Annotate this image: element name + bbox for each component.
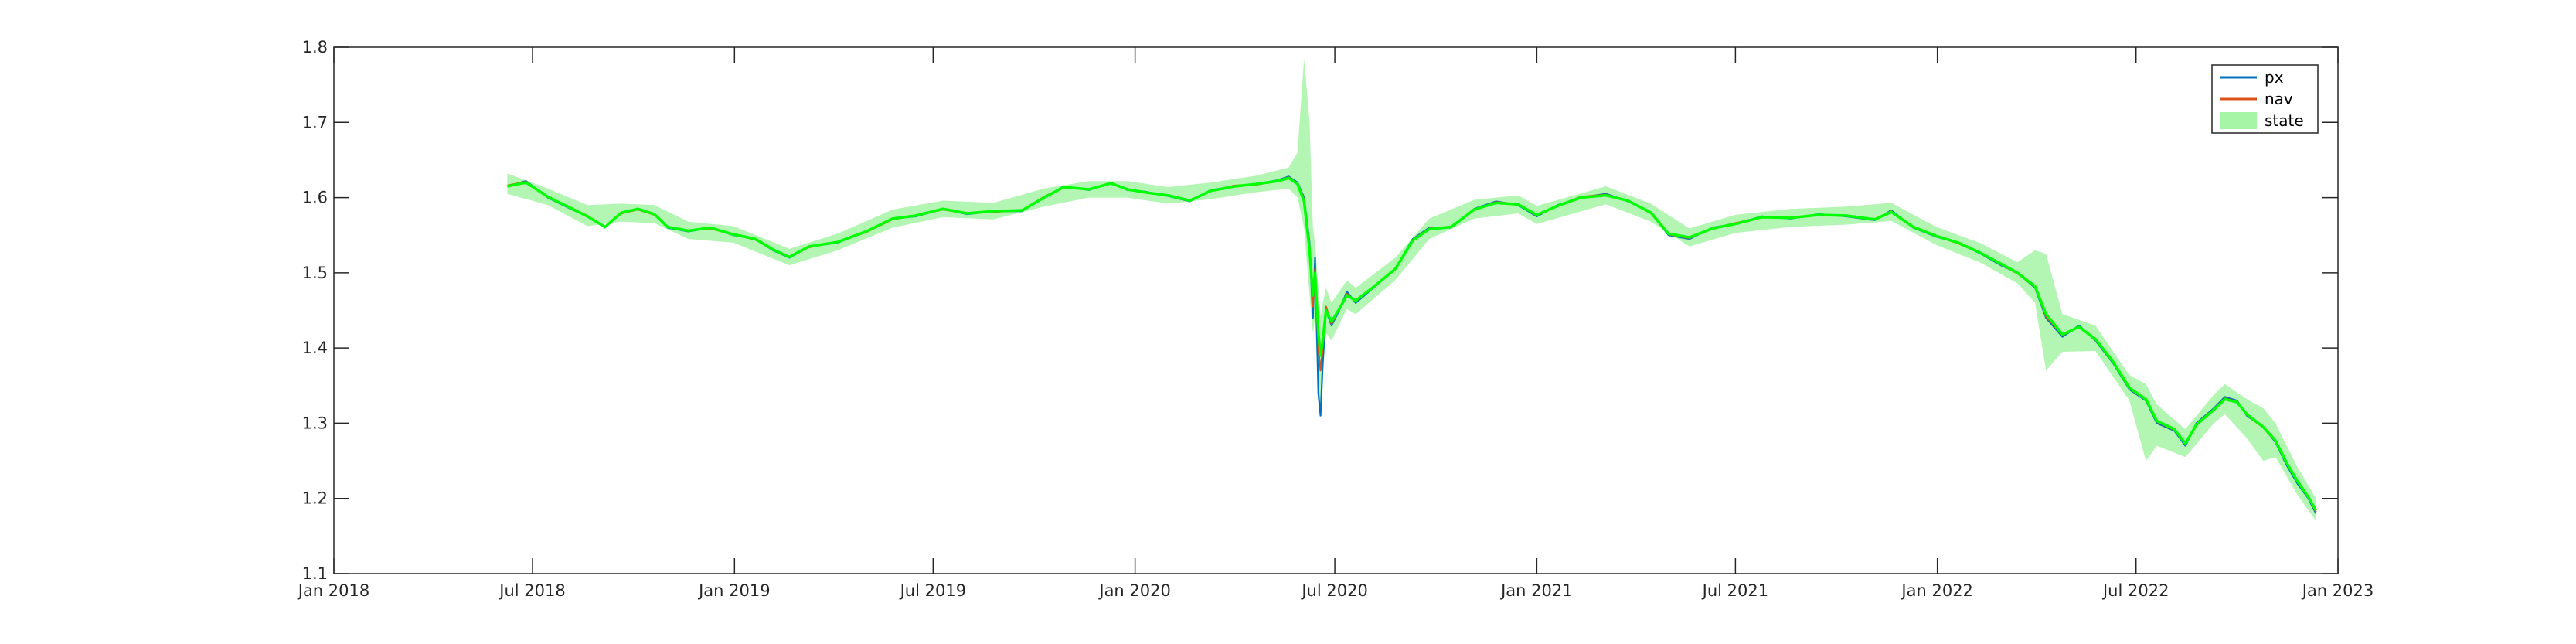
x-tick-label: Jan 2023 [2301, 581, 2374, 600]
x-tick-label: Jul 2021 [1701, 581, 1768, 600]
y-tick-label: 1.5 [302, 264, 328, 282]
y-tick-label: 1.1 [302, 564, 328, 583]
legend-swatch-state [2220, 112, 2257, 129]
x-tick-label: Jan 2018 [297, 581, 370, 600]
series-layer [507, 175, 2318, 514]
axes-frame [333, 46, 2339, 574]
x-tick-label: Jan 2019 [697, 581, 771, 600]
y-tick-label: 1.4 [302, 339, 328, 357]
x-tick-label: Jan 2020 [1097, 581, 1171, 600]
x-tick-label: Jul 2020 [1300, 581, 1367, 600]
y-tick-label: 1.3 [302, 414, 328, 432]
y-tick-label: 1.8 [302, 38, 328, 56]
x-tick-label: Jan 2022 [1900, 581, 1973, 600]
legend-label-state: state [2265, 111, 2304, 130]
legend-label-nav: nav [2265, 90, 2293, 108]
y-tick-label: 1.7 [302, 113, 328, 131]
y-tick-label: 1.6 [302, 189, 328, 207]
x-axis: Jan 2018 Jul 2018 Jan 2019 Jul 2019 Jan 2020… [297, 47, 2374, 600]
x-tick-label: Jul 2018 [498, 581, 565, 600]
y-axis: 1.1 1.2 1.3 1.4 1.5 1.6 1.7 1.8 [302, 38, 2338, 583]
plot-area: Jan 2018 Jul 2018 Jan 2019 Jul 2019 Jan 2020… [297, 38, 2374, 600]
x-tick-label: Jul 2019 [899, 581, 966, 600]
series-line-state [507, 176, 2318, 512]
x-tick-label: Jul 2022 [2101, 581, 2169, 600]
legend-label-px: px [2265, 68, 2284, 87]
y-tick-label: 1.2 [302, 489, 328, 508]
legend: px nav state [2211, 64, 2319, 134]
x-tick-label: Jan 2021 [1499, 581, 1573, 600]
